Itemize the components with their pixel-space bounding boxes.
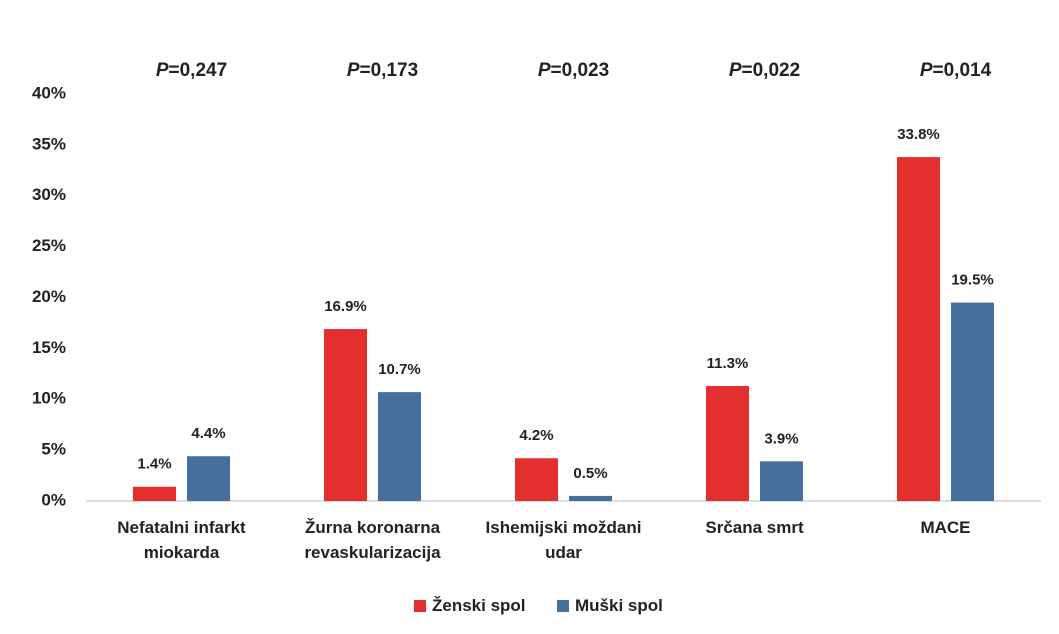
y-tick-label: 15% [32,338,66,357]
y-tick-label: 25% [32,236,66,255]
bar [706,386,749,501]
bar [760,461,803,501]
p-value: P=0,023 [537,60,610,81]
bar [187,456,230,501]
value-label: 16.9% [324,298,367,315]
bar [133,486,176,501]
x-tick-label: Srčana smrt [705,518,804,537]
value-label: 1.4% [137,456,171,473]
legend-label: Muški spol [575,596,663,615]
legend-swatch [557,600,569,612]
value-label: 4.4% [191,425,225,442]
value-label: 0.5% [573,465,607,482]
legend-swatch [414,600,426,612]
value-label: 19.5% [951,272,994,289]
x-tick-label: Žurna koronarna revaskularizacija [304,518,441,562]
value-label: 4.2% [519,427,553,444]
p-value: P=0,014 [919,60,992,81]
y-tick-label: 0% [41,490,66,509]
p-value: P=0,022 [728,60,801,81]
bar [951,302,994,501]
bar [897,157,940,501]
y-tick-label: 35% [32,134,66,153]
value-label: 3.9% [764,430,798,447]
y-tick-label: 5% [41,440,66,459]
legend-item: Muški spol [557,596,663,616]
value-label: 10.7% [378,361,421,378]
bar [378,392,421,501]
y-tick-label: 10% [32,389,66,408]
p-value: P=0,173 [346,60,419,81]
bar [324,329,367,501]
bar [569,495,612,501]
x-tick-label: Ishemijski moždani udar [485,518,642,562]
x-tick-label: MACE [920,518,971,537]
legend-item: Ženski spol [414,596,526,616]
bar [515,458,558,501]
value-label: 11.3% [707,355,749,372]
y-tick-label: 30% [32,185,66,204]
y-tick-label: 40% [32,83,66,102]
legend-label: Ženski spol [432,596,526,615]
p-value: P=0,247 [155,60,228,81]
y-tick-label: 20% [32,287,66,306]
value-label: 33.8% [897,126,940,143]
x-tick-label: Nefatalni infarkt miokarda [117,518,246,562]
